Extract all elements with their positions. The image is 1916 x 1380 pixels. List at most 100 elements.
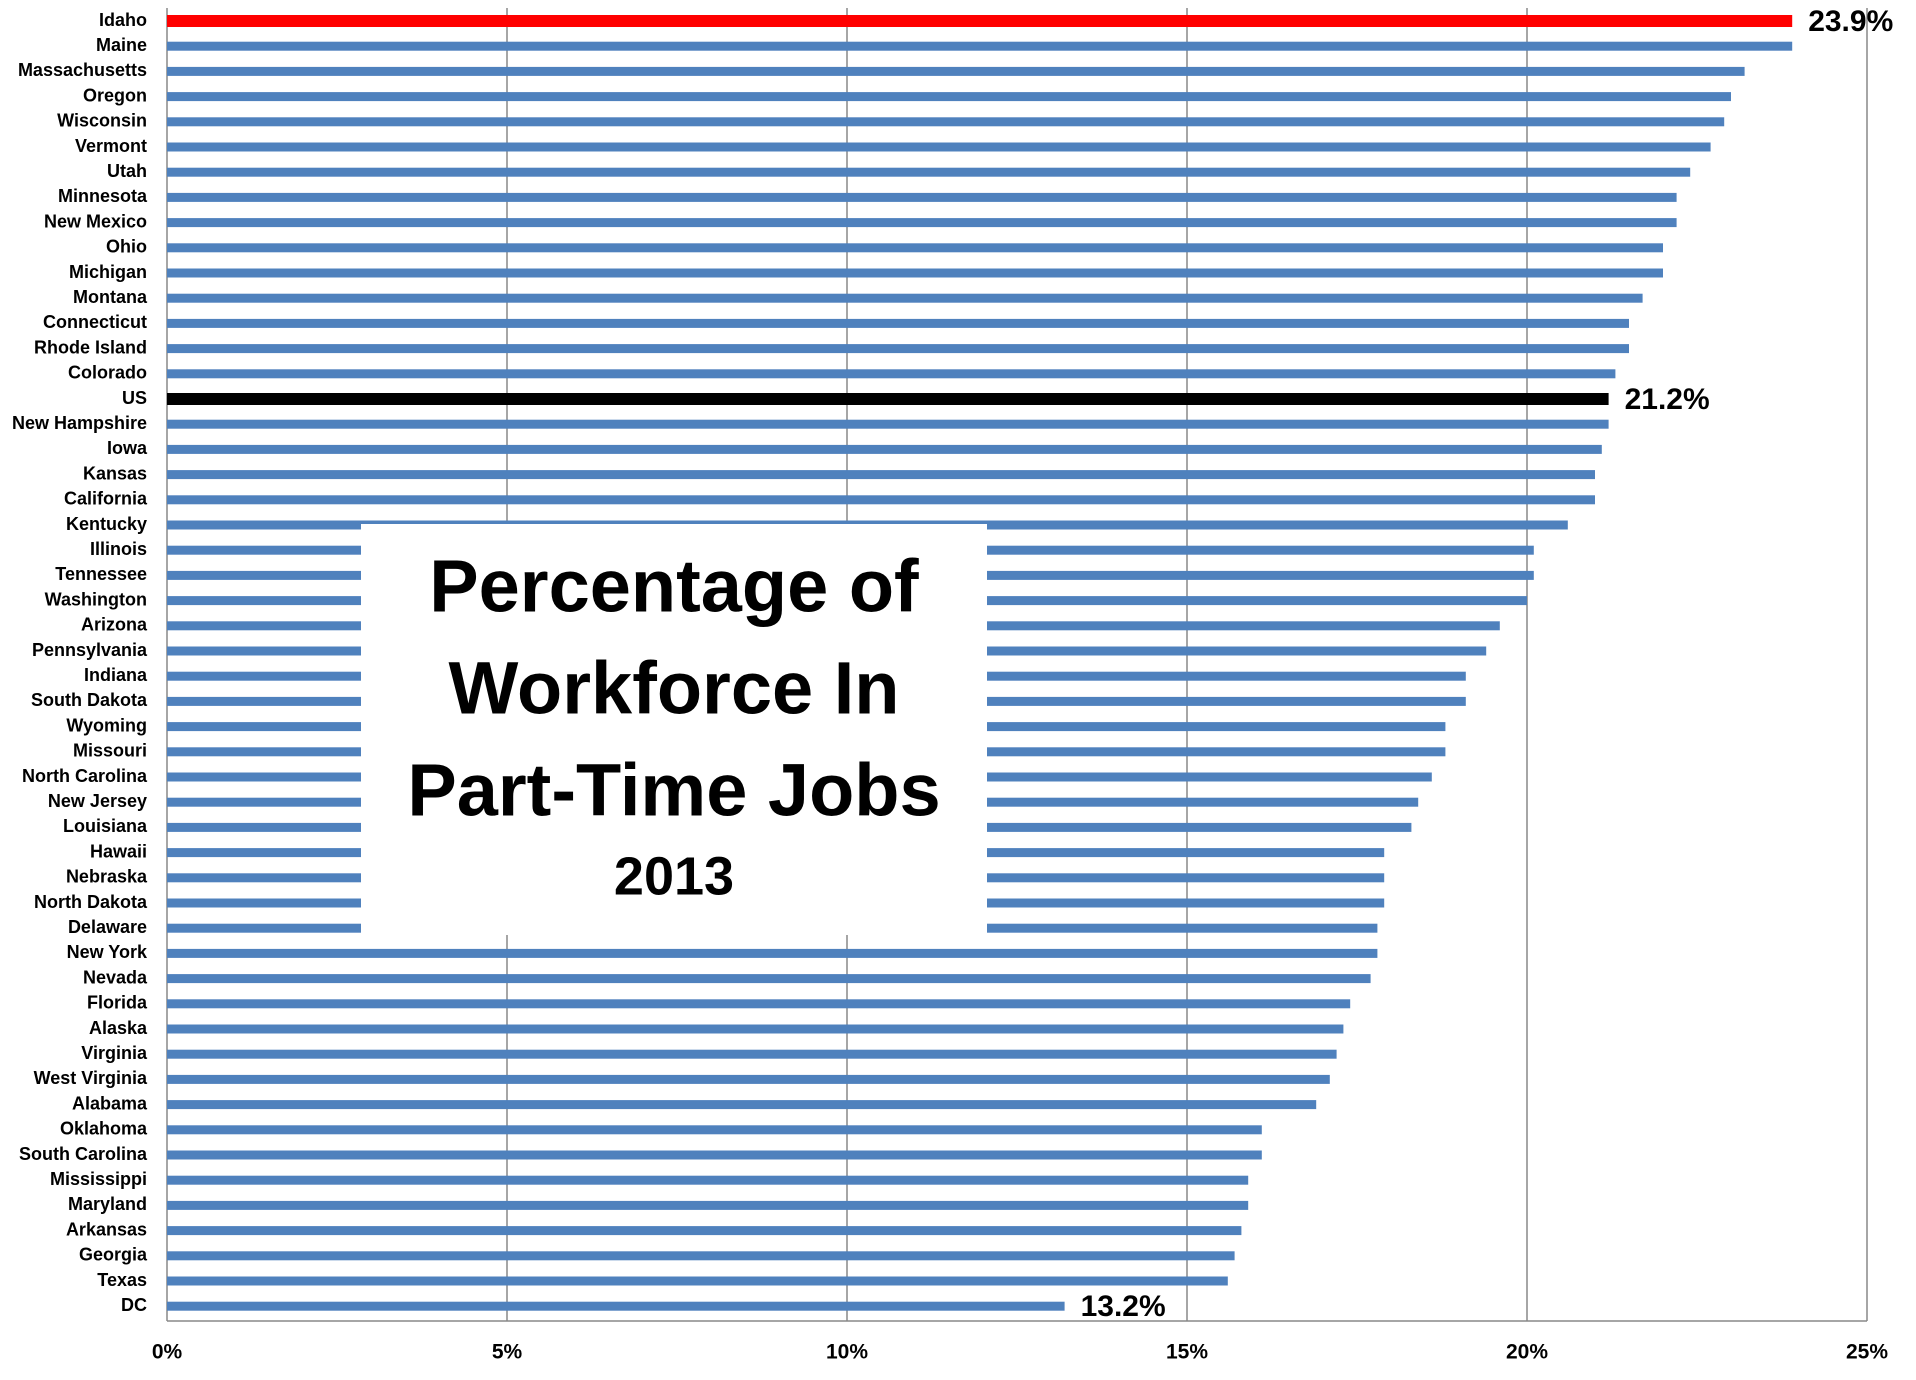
bar: [167, 948, 1378, 958]
y-tick-label: Florida: [87, 993, 148, 1013]
y-tick-label: Connecticut: [43, 312, 147, 332]
y-tick-label: Arkansas: [66, 1219, 147, 1239]
y-tick-label: North Dakota: [34, 892, 148, 912]
chart-title: Workforce In: [449, 647, 900, 730]
y-tick-label: Montana: [73, 287, 148, 307]
bar: [167, 470, 1595, 480]
y-tick-label: Delaware: [68, 917, 147, 937]
y-tick-label: Kansas: [83, 463, 147, 483]
y-tick-label: Illinois: [90, 539, 147, 559]
y-tick-label: California: [64, 489, 148, 509]
y-tick-label: Alabama: [72, 1093, 148, 1113]
y-tick-label: Virginia: [81, 1043, 148, 1063]
y-tick-label: Wyoming: [66, 715, 147, 735]
bar: [167, 318, 1629, 328]
y-tick-label: West Virginia: [34, 1068, 148, 1088]
y-tick-label: Hawaii: [90, 841, 147, 861]
bar: [167, 41, 1793, 51]
bar: [167, 243, 1663, 253]
y-tick-label: US: [122, 388, 147, 408]
bar: [167, 419, 1609, 429]
y-tick-label: Vermont: [75, 136, 147, 156]
x-tick-label: 10%: [826, 1341, 868, 1364]
y-tick-label: Alaska: [89, 1018, 148, 1038]
chart-title: Percentage of: [429, 545, 919, 628]
bar: [167, 1200, 1249, 1210]
bar: [167, 117, 1725, 127]
y-tick-label: Tennessee: [55, 564, 147, 584]
x-tick-label: 5%: [492, 1341, 523, 1364]
y-tick-label: Colorado: [68, 363, 147, 383]
y-tick-label: Ohio: [106, 237, 147, 257]
y-tick-label: Rhode Island: [34, 337, 147, 357]
bar: [167, 1175, 1249, 1185]
bar: [167, 92, 1731, 102]
y-tick-label: Missouri: [73, 741, 147, 761]
y-tick-label: Arizona: [81, 615, 148, 635]
bar: [167, 1301, 1065, 1311]
bar: [167, 1024, 1344, 1034]
bar: [167, 1226, 1242, 1236]
y-tick-label: Mississippi: [50, 1169, 147, 1189]
x-tick-label: 20%: [1506, 1341, 1548, 1364]
bar: [167, 1276, 1228, 1286]
y-tick-label: South Carolina: [19, 1144, 148, 1164]
y-tick-label: New Hampshire: [12, 413, 147, 433]
value-label: 21.2%: [1625, 383, 1710, 416]
bar: [167, 268, 1663, 278]
y-tick-label: Kentucky: [66, 514, 147, 534]
bar: [167, 1049, 1337, 1059]
y-tick-label: Washington: [45, 589, 147, 609]
y-tick-label: Louisiana: [63, 816, 148, 836]
bar: [167, 495, 1595, 505]
bar: [167, 15, 1793, 27]
bar: [167, 192, 1677, 202]
bar: [167, 1125, 1262, 1135]
y-tick-label: Minnesota: [58, 186, 148, 206]
bar: [167, 444, 1602, 454]
y-tick-label: Texas: [97, 1270, 147, 1290]
x-tick-label: 0%: [152, 1341, 183, 1364]
y-tick-label: New Mexico: [44, 211, 147, 231]
y-tick-label: Maryland: [68, 1194, 147, 1214]
bar: [167, 1251, 1235, 1261]
bar: [167, 142, 1711, 152]
bar: [167, 1150, 1262, 1160]
bar: [167, 999, 1351, 1009]
chart-title: Part-Time Jobs: [407, 749, 940, 832]
y-tick-label: Indiana: [84, 665, 148, 685]
y-tick-label: Iowa: [107, 438, 148, 458]
y-tick-label: Nebraska: [66, 867, 148, 887]
y-tick-label: Maine: [96, 35, 147, 55]
y-tick-label: Oregon: [83, 85, 147, 105]
bar: [167, 218, 1677, 228]
y-tick-label: Utah: [107, 161, 147, 181]
y-tick-label: North Carolina: [22, 766, 148, 786]
y-tick-label: New Jersey: [48, 791, 147, 811]
value-label: 13.2%: [1081, 1290, 1166, 1323]
bar: [167, 167, 1691, 177]
y-tick-label: Idaho: [99, 10, 147, 30]
y-tick-label: South Dakota: [31, 690, 148, 710]
bar: [167, 393, 1609, 405]
y-tick-label: Pennsylvania: [32, 640, 148, 660]
bar: [167, 344, 1629, 354]
x-tick-label: 15%: [1166, 1341, 1208, 1364]
y-tick-label: Massachusetts: [18, 60, 147, 80]
value-label: 23.9%: [1808, 5, 1893, 38]
y-tick-label: New York: [67, 942, 148, 962]
bar: [167, 369, 1616, 379]
chart-subtitle: 2013: [614, 846, 734, 906]
bar: [167, 1074, 1330, 1084]
y-tick-label: Georgia: [79, 1245, 148, 1265]
y-tick-label: Michigan: [69, 262, 147, 282]
bar: [167, 974, 1371, 984]
y-tick-label: DC: [121, 1295, 147, 1315]
x-tick-label: 25%: [1846, 1341, 1888, 1364]
bar: [167, 293, 1643, 303]
y-tick-label: Wisconsin: [57, 111, 147, 131]
title-box: [361, 524, 987, 935]
bar: [167, 1100, 1317, 1110]
bar: [167, 66, 1745, 76]
